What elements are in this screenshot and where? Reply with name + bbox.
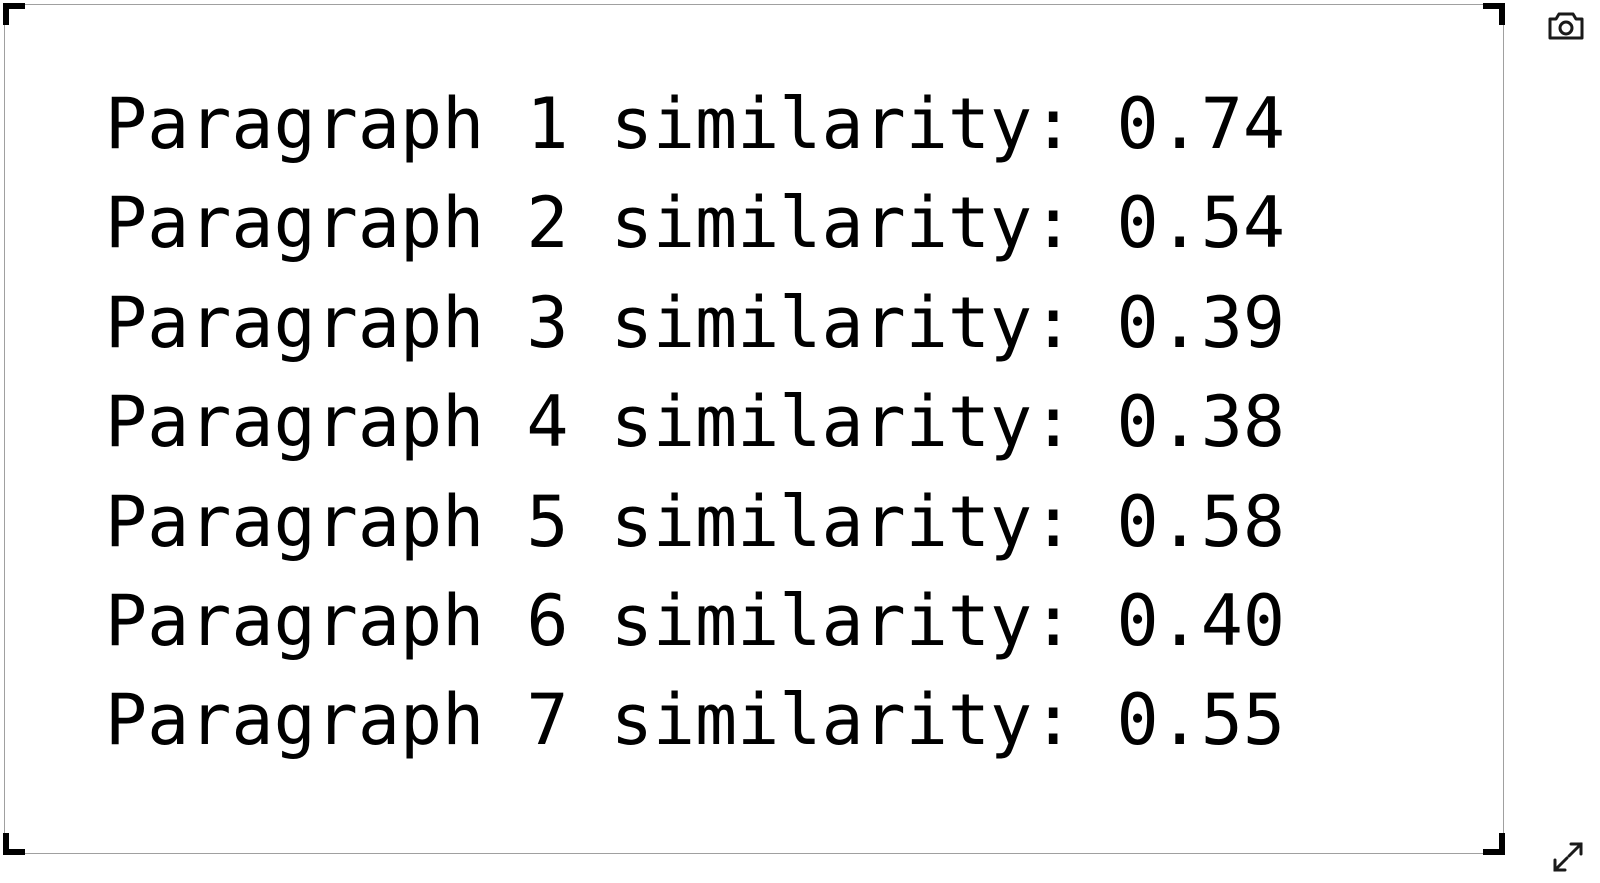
selection-corner-tl (3, 3, 25, 25)
camera-icon[interactable] (1544, 6, 1588, 46)
stdout-line: Paragraph 6 similarity: 0.40 (105, 572, 1285, 671)
output-panel: Paragraph 1 similarity: 0.74Paragraph 2 … (4, 4, 1504, 854)
stdout-line: Paragraph 5 similarity: 0.58 (105, 473, 1285, 572)
stdout-line: Paragraph 1 similarity: 0.74 (105, 75, 1285, 174)
output-cell-stage: Paragraph 1 similarity: 0.74Paragraph 2 … (0, 0, 1600, 883)
stdout-line: Paragraph 2 similarity: 0.54 (105, 174, 1285, 273)
selection-corner-br (1483, 833, 1505, 855)
selection-corner-tr (1483, 3, 1505, 25)
stdout-line: Paragraph 4 similarity: 0.38 (105, 373, 1285, 472)
stdout-text: Paragraph 1 similarity: 0.74Paragraph 2 … (105, 75, 1285, 771)
selection-corner-bl (3, 833, 25, 855)
stdout-line: Paragraph 3 similarity: 0.39 (105, 274, 1285, 373)
expand-icon[interactable] (1546, 837, 1590, 877)
stdout-line: Paragraph 7 similarity: 0.55 (105, 671, 1285, 770)
